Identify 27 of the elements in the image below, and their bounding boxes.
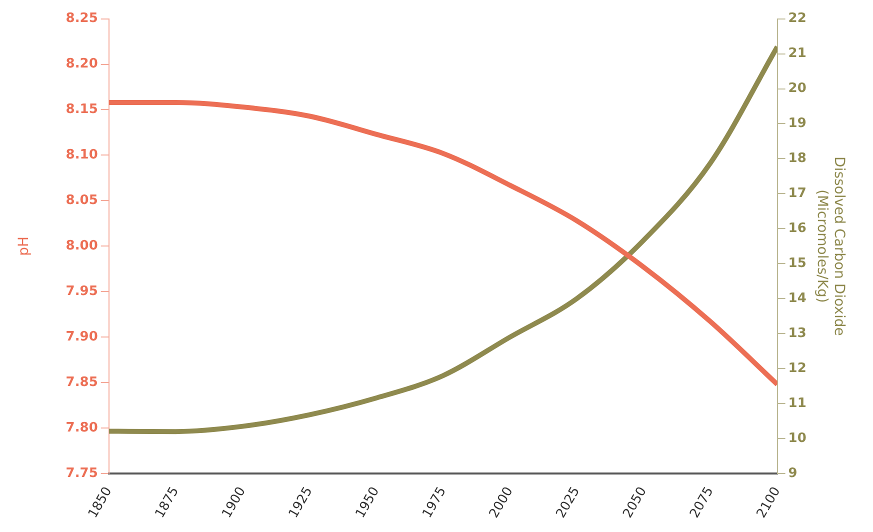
y-tick-label: 8.20 bbox=[66, 56, 98, 72]
y2-tick-label: 17 bbox=[788, 186, 806, 202]
y2-tick-label: 19 bbox=[788, 116, 806, 132]
y2-tick-label: 13 bbox=[788, 326, 806, 341]
y2-tick-label: 21 bbox=[788, 46, 806, 62]
y2-tick-label: 10 bbox=[788, 430, 806, 446]
y2-tick-label: 9 bbox=[788, 466, 798, 481]
y2-tick-label: 18 bbox=[788, 151, 806, 166]
y-tick-label: 8.05 bbox=[66, 193, 98, 208]
y2-axis-title: Dissolved Carbon Dioxide (Micromoles/Kg) bbox=[814, 156, 847, 336]
y2-tick-label: 20 bbox=[788, 81, 806, 96]
y-tick-label: 8.10 bbox=[66, 148, 98, 163]
y-tick-label: 7.80 bbox=[66, 420, 98, 436]
y2-tick-label: 14 bbox=[788, 291, 806, 306]
y2-tick-label: 22 bbox=[788, 11, 806, 26]
y-tick-label: 7.75 bbox=[66, 466, 98, 481]
y2-tick-label: 16 bbox=[788, 221, 806, 236]
y2-tick-label: 15 bbox=[788, 256, 806, 272]
y2-tick-label: 12 bbox=[788, 360, 806, 376]
y-tick-label: 8.15 bbox=[66, 102, 98, 118]
y-tick-label: 8.25 bbox=[66, 11, 98, 26]
y-tick-label: 7.90 bbox=[66, 330, 98, 344]
y-tick-label: 8.00 bbox=[66, 238, 98, 254]
y-axis-title: pH bbox=[16, 236, 32, 256]
y-tick-label: 7.95 bbox=[66, 284, 98, 300]
y2-tick-label: 11 bbox=[788, 396, 806, 411]
y-tick-label: 7.85 bbox=[66, 374, 98, 390]
